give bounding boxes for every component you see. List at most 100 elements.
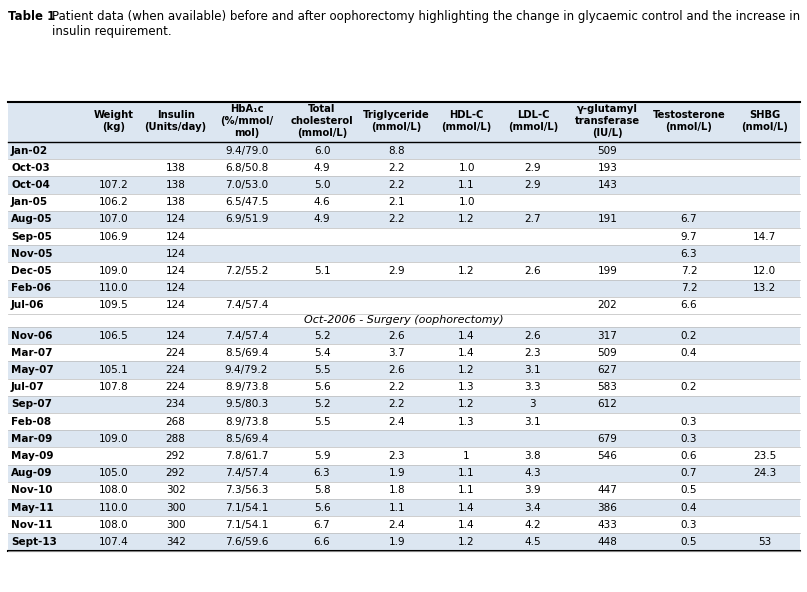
Text: Nov-10: Nov-10 [11,485,52,496]
Text: Dec-05: Dec-05 [11,266,52,276]
Text: 107.0: 107.0 [98,214,128,224]
Bar [8,211,800,228]
Text: 6.8/50.8: 6.8/50.8 [225,163,268,173]
Text: 1.9: 1.9 [388,537,405,547]
Text: 447: 447 [598,485,617,496]
Text: 292: 292 [165,451,186,461]
Text: Jul-07: Jul-07 [11,382,44,392]
Text: 9.4/79.0: 9.4/79.0 [225,146,268,156]
Bar [8,262,800,279]
Text: 14.7: 14.7 [753,231,776,242]
Text: 4.5: 4.5 [525,537,541,547]
Text: 6.9/51.9: 6.9/51.9 [225,214,268,224]
Text: 583: 583 [598,382,617,392]
Bar [8,228,800,245]
Text: 2.9: 2.9 [525,163,541,173]
Text: 191: 191 [598,214,617,224]
Text: 1.2: 1.2 [458,214,475,224]
Text: 7.4/57.4: 7.4/57.4 [225,330,268,340]
Text: Nov-06: Nov-06 [11,330,52,340]
Text: 1.1: 1.1 [458,485,475,496]
Text: 143: 143 [598,180,617,190]
Text: 124: 124 [165,283,186,293]
Text: LDL-C
(mmol/L): LDL-C (mmol/L) [508,110,558,132]
Text: Sept-13: Sept-13 [11,537,56,547]
Text: 2.7: 2.7 [525,214,541,224]
Text: 124: 124 [165,231,186,242]
Text: 4.9: 4.9 [314,163,330,173]
Text: 0.5: 0.5 [681,537,697,547]
Text: 1.2: 1.2 [458,266,475,276]
Text: 7.3/56.3: 7.3/56.3 [225,485,268,496]
Text: 6.7: 6.7 [681,214,697,224]
Bar [8,102,800,142]
Text: May-07: May-07 [11,365,54,375]
Text: 433: 433 [598,520,617,530]
Bar [8,245,800,262]
Text: 0.6: 0.6 [681,451,697,461]
Text: Oct-03: Oct-03 [11,163,50,173]
Text: 9.4/79.2: 9.4/79.2 [225,365,268,375]
Text: 0.3: 0.3 [681,417,697,427]
Text: 3.1: 3.1 [525,365,541,375]
Text: 0.3: 0.3 [681,434,697,444]
Text: 2.3: 2.3 [388,451,405,461]
Text: 138: 138 [165,163,186,173]
Bar [8,142,800,159]
Bar [8,413,800,430]
Text: 23.5: 23.5 [753,451,776,461]
Text: 2.2: 2.2 [388,382,405,392]
Text: 5.1: 5.1 [314,266,330,276]
Text: Jan-02: Jan-02 [11,146,48,156]
Bar [8,448,800,465]
Text: 300: 300 [165,520,186,530]
Text: Aug-05: Aug-05 [11,214,52,224]
Text: 107.4: 107.4 [98,537,128,547]
Text: 107.2: 107.2 [98,180,128,190]
Text: 509: 509 [598,146,617,156]
Text: Aug-09: Aug-09 [11,468,52,478]
Text: Oct-04: Oct-04 [11,180,50,190]
Text: 2.4: 2.4 [388,417,405,427]
Text: 13.2: 13.2 [753,283,776,293]
Text: 2.6: 2.6 [525,330,541,340]
Text: 1.2: 1.2 [458,400,475,410]
Text: 7.4/57.4: 7.4/57.4 [225,468,268,478]
Text: Nov-05: Nov-05 [11,249,52,259]
Text: 9.7: 9.7 [681,231,697,242]
Text: 1.3: 1.3 [458,382,475,392]
Text: 3.9: 3.9 [525,485,541,496]
Text: 0.2: 0.2 [681,382,697,392]
Bar [8,465,800,482]
Text: 292: 292 [165,468,186,478]
Text: 224: 224 [165,382,186,392]
Text: 107.8: 107.8 [98,382,128,392]
Text: 106.2: 106.2 [98,197,128,207]
Text: 7.4/57.4: 7.4/57.4 [225,300,268,310]
Text: 288: 288 [165,434,186,444]
Text: 234: 234 [165,400,186,410]
Text: 109.0: 109.0 [98,434,128,444]
Text: 2.1: 2.1 [388,197,405,207]
Text: 224: 224 [165,365,186,375]
Text: 546: 546 [598,451,617,461]
Text: 202: 202 [598,300,617,310]
Text: 6.0: 6.0 [314,146,330,156]
Text: 7.2: 7.2 [681,283,697,293]
Text: 1.2: 1.2 [458,537,475,547]
Text: 3.3: 3.3 [525,382,541,392]
Text: 4.6: 4.6 [314,197,330,207]
Text: Jan-05: Jan-05 [11,197,48,207]
Text: 106.9: 106.9 [98,231,128,242]
Text: 1.4: 1.4 [458,330,475,340]
Text: 1: 1 [463,451,470,461]
Text: 106.5: 106.5 [98,330,128,340]
Bar [8,194,800,211]
Text: Testosterone
(nmol/L): Testosterone (nmol/L) [653,110,725,132]
Text: Feb-08: Feb-08 [11,417,51,427]
Text: 386: 386 [598,503,617,513]
Text: 0.2: 0.2 [681,330,697,340]
Text: 3.4: 3.4 [525,503,541,513]
Text: 2.9: 2.9 [525,180,541,190]
Text: 4.2: 4.2 [525,520,541,530]
